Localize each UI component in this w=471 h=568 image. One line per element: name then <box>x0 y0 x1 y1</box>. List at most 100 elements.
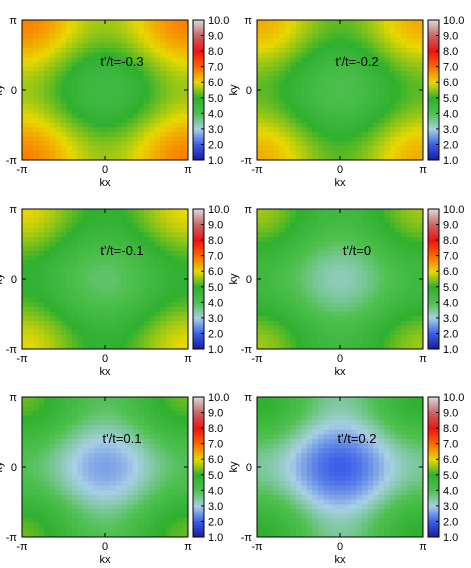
heatmap-cell <box>77 90 84 96</box>
heatmap-cell <box>66 218 73 224</box>
heatmap-cell <box>351 34 357 40</box>
heatmap-cell <box>44 420 51 426</box>
heatmap-cell <box>312 104 319 110</box>
heatmap-cell <box>143 462 150 468</box>
heatmap-cell <box>154 443 161 449</box>
heatmap-cell <box>71 311 78 317</box>
heatmap-cell <box>367 288 374 294</box>
heatmap-cell <box>367 321 374 327</box>
heatmap-cell <box>49 453 56 459</box>
heatmap-cell <box>356 57 363 63</box>
heatmap-cell <box>176 339 183 345</box>
heatmap-cell <box>27 448 34 454</box>
heatmap-cell <box>378 302 385 308</box>
heatmap-cell <box>138 48 145 54</box>
heatmap-cell <box>27 307 34 313</box>
heatmap-cell <box>328 227 335 233</box>
heatmap-cell <box>171 499 178 505</box>
heatmap-cell <box>176 307 183 313</box>
heatmap-cell <box>176 330 183 336</box>
heatmap-cell <box>312 265 319 271</box>
heatmap-cell <box>138 232 145 238</box>
heatmap-cell <box>93 29 100 35</box>
colorbar-segment <box>193 453 204 456</box>
heatmap-cell <box>362 293 369 299</box>
heatmap-cell <box>389 122 396 128</box>
heatmap-cell <box>71 523 78 529</box>
heatmap-cell <box>290 20 297 26</box>
colorbar-segment <box>428 97 439 100</box>
colorbar-segment <box>428 262 439 266</box>
heatmap-cell <box>22 485 28 491</box>
heatmap-cell <box>105 527 111 533</box>
heatmap-cell <box>373 223 380 229</box>
heatmap-cell <box>160 415 167 421</box>
heatmap-cell <box>257 38 263 44</box>
heatmap-cell <box>33 127 39 133</box>
heatmap-cell <box>400 38 407 44</box>
heatmap-cell <box>154 339 161 345</box>
heatmap-cell <box>262 246 269 252</box>
heatmap-cell <box>143 415 150 421</box>
heatmap-cell <box>71 255 78 261</box>
heatmap-cell <box>323 265 330 271</box>
heatmap-cell <box>176 513 183 519</box>
heatmap-cell <box>55 476 62 482</box>
heatmap-cell <box>295 265 302 271</box>
colorbar-segment <box>193 69 204 72</box>
heatmap-cell <box>138 246 145 252</box>
heatmap-cell <box>317 251 324 257</box>
heatmap-cell <box>99 241 106 247</box>
heatmap-cell <box>99 108 106 114</box>
heatmap-cell <box>93 136 100 142</box>
heatmap-cell <box>165 104 172 110</box>
heatmap-cell <box>121 237 128 243</box>
heatmap-cell <box>116 504 122 510</box>
heatmap-cell <box>121 467 128 473</box>
heatmap-cell <box>55 85 62 91</box>
heatmap-cell <box>367 122 374 128</box>
heatmap-cell <box>127 52 134 58</box>
heatmap-cell <box>60 302 67 308</box>
heatmap-cell <box>77 425 84 431</box>
heatmap-cell <box>105 227 111 233</box>
heatmap-cell <box>367 99 374 105</box>
heatmap-cell <box>417 99 424 105</box>
heatmap-cell <box>121 513 128 519</box>
heatmap-cell <box>362 122 369 128</box>
heatmap-cell <box>77 223 84 229</box>
heatmap-cell <box>149 43 156 49</box>
colorbar-segment <box>193 225 204 229</box>
heatmap-cell <box>395 344 402 350</box>
heatmap-cell <box>317 274 324 280</box>
heatmap-cell <box>127 420 134 426</box>
colorbar-segment <box>193 530 204 533</box>
heatmap-cell <box>406 237 413 243</box>
heatmap-cell <box>105 420 111 426</box>
heatmap-cell <box>384 213 391 219</box>
heatmap-cell <box>328 90 335 96</box>
heatmap-cell <box>345 297 352 303</box>
heatmap-cell <box>105 57 111 63</box>
heatmap-cell <box>290 316 297 322</box>
heatmap-cell <box>165 481 172 487</box>
heatmap-cell <box>279 24 286 30</box>
heatmap-cell <box>93 509 100 515</box>
heatmap-cell <box>149 425 156 431</box>
heatmap-cell <box>22 490 28 496</box>
heatmap-cell <box>138 122 145 128</box>
heatmap-cell <box>176 265 183 271</box>
heatmap-cell <box>290 335 297 341</box>
heatmap-cell <box>301 71 308 77</box>
heatmap-cell <box>105 397 111 403</box>
heatmap-cell <box>82 523 89 529</box>
heatmap-cell <box>93 209 100 215</box>
heatmap-cell <box>105 127 111 133</box>
heatmap-cell <box>378 57 385 63</box>
heatmap-cell <box>160 265 167 271</box>
colorbar-tick-label: 5.0 <box>208 282 223 294</box>
heatmap-cell <box>55 307 62 313</box>
heatmap-cell <box>71 29 78 35</box>
heatmap-cell <box>345 20 352 26</box>
heatmap-cell <box>132 302 139 308</box>
